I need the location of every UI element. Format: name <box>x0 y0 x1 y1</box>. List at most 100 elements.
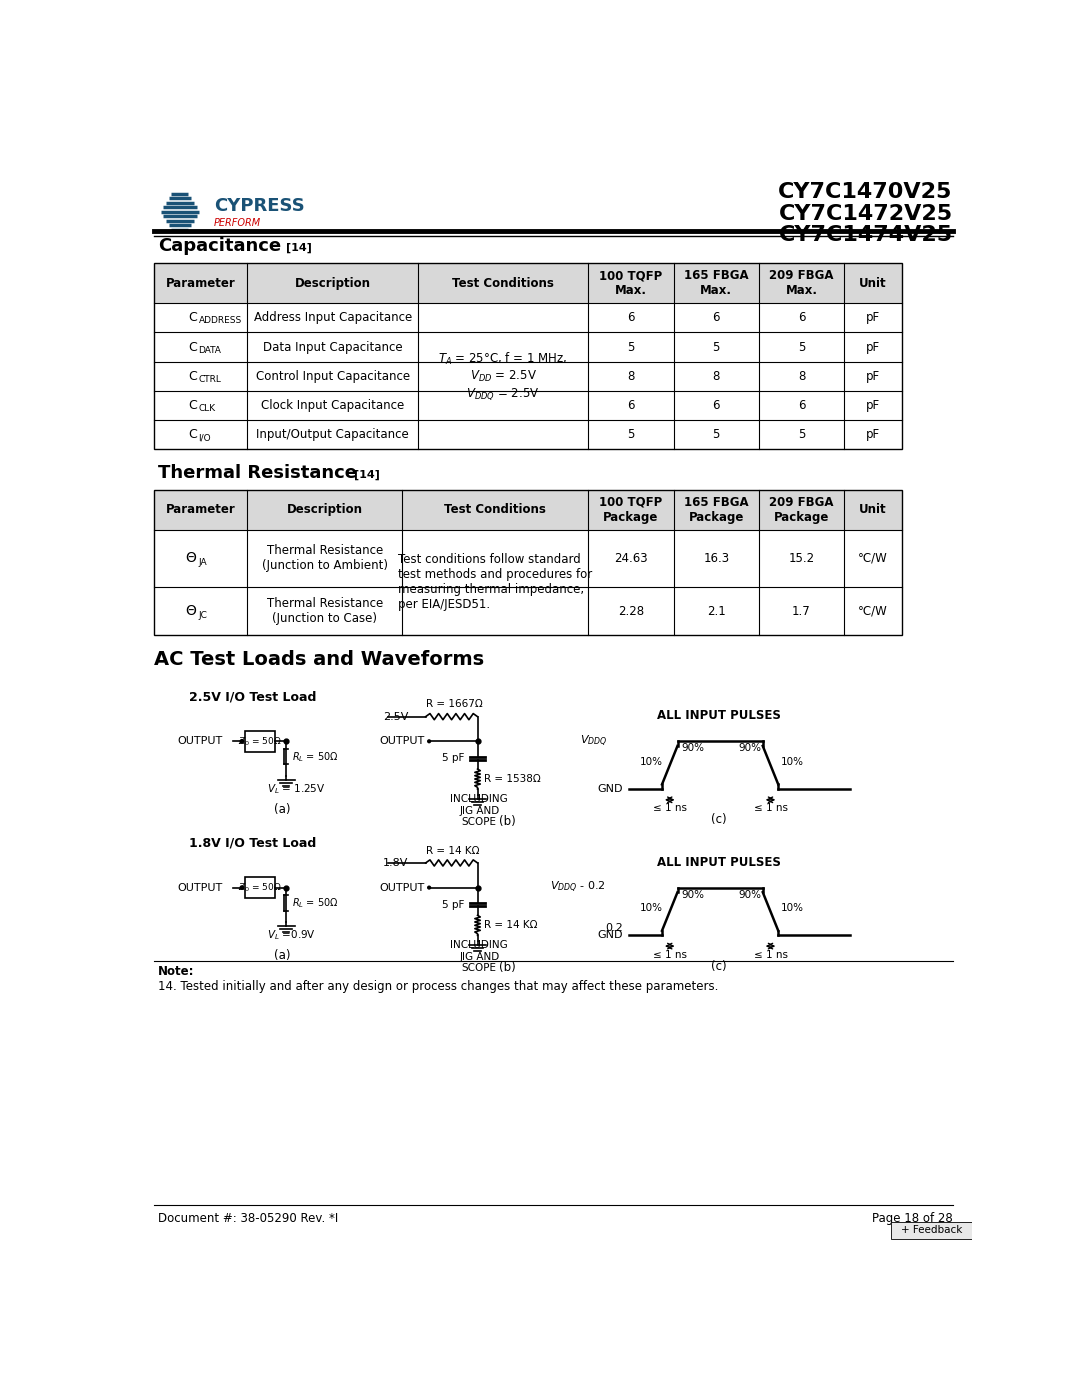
Text: 90%: 90% <box>681 743 704 753</box>
Text: pF: pF <box>866 312 880 324</box>
Text: 10%: 10% <box>781 904 804 914</box>
Text: °C/W: °C/W <box>859 552 888 564</box>
Text: 165 FBGA
Package: 165 FBGA Package <box>684 496 748 524</box>
Text: 5: 5 <box>627 341 635 353</box>
Text: (c): (c) <box>711 813 727 827</box>
Text: Thermal Resistance
(Junction to Ambient): Thermal Resistance (Junction to Ambient) <box>261 545 388 573</box>
Text: 6: 6 <box>713 400 720 412</box>
Text: OUTPUT: OUTPUT <box>379 736 424 746</box>
Text: R = 1538Ω: R = 1538Ω <box>484 774 540 784</box>
Text: R = 14 KΩ: R = 14 KΩ <box>484 921 537 930</box>
Text: 1.7: 1.7 <box>792 605 811 617</box>
Text: 16.3: 16.3 <box>703 552 729 564</box>
Text: CY7C1470V25: CY7C1470V25 <box>779 182 953 203</box>
Bar <box>154 489 902 529</box>
Text: $V_L$ = 1.25V: $V_L$ = 1.25V <box>267 782 325 796</box>
Text: pF: pF <box>866 400 880 412</box>
Text: JA: JA <box>199 557 207 567</box>
Text: 8: 8 <box>713 370 720 383</box>
Text: 2.1: 2.1 <box>707 605 726 617</box>
Text: OUTPUT: OUTPUT <box>177 883 222 893</box>
Text: [14]: [14] <box>286 243 312 253</box>
Text: Document #: 38-05290 Rev. *I: Document #: 38-05290 Rev. *I <box>159 1213 338 1225</box>
Text: 14. Tested initially and after any design or process changes that may affect the: 14. Tested initially and after any desig… <box>159 981 718 993</box>
Text: 100 TQFP
Package: 100 TQFP Package <box>599 496 663 524</box>
Text: 2.5V I/O Test Load: 2.5V I/O Test Load <box>189 690 316 703</box>
Text: INCLUDING
JIG AND
SCOPE: INCLUDING JIG AND SCOPE <box>450 793 509 827</box>
Text: 2.28: 2.28 <box>618 605 644 617</box>
Text: Data Input Capacitance: Data Input Capacitance <box>262 341 403 353</box>
Bar <box>245 731 274 752</box>
Text: ALL INPUT PULSES: ALL INPUT PULSES <box>657 710 781 722</box>
Text: (b): (b) <box>499 814 515 828</box>
Text: 209 FBGA
Max.: 209 FBGA Max. <box>769 270 834 298</box>
Circle shape <box>428 740 431 743</box>
Text: Address Input Capacitance: Address Input Capacitance <box>254 312 411 324</box>
Text: C: C <box>188 400 197 412</box>
Text: C: C <box>188 429 197 441</box>
Text: ≤ 1 ns: ≤ 1 ns <box>754 950 787 960</box>
Text: Page 18 of 28: Page 18 of 28 <box>872 1213 953 1225</box>
Circle shape <box>240 739 244 743</box>
Text: 5 pF: 5 pF <box>442 900 464 909</box>
Text: Thermal Resistance: Thermal Resistance <box>159 464 357 482</box>
Text: pF: pF <box>866 370 880 383</box>
Bar <box>154 263 902 450</box>
Circle shape <box>428 886 431 888</box>
Text: R = 1667Ω: R = 1667Ω <box>426 700 483 710</box>
Text: $T_A$ = 25°C, f = 1 MHz,
$V_{DD}$ = 2.5V
$V_{DDQ}$ = 2.5V: $T_A$ = 25°C, f = 1 MHz, $V_{DD}$ = 2.5V… <box>438 351 568 402</box>
Text: 6: 6 <box>713 312 720 324</box>
Text: JC: JC <box>199 610 207 619</box>
Text: R = 14 KΩ: R = 14 KΩ <box>426 845 480 855</box>
Text: 100 TQFP
Max.: 100 TQFP Max. <box>599 270 663 298</box>
Text: $Z_0$ = 50Ω: $Z_0$ = 50Ω <box>238 735 282 747</box>
Text: 5: 5 <box>627 429 635 441</box>
Text: PERFORM: PERFORM <box>214 218 261 228</box>
Text: 165 FBGA
Max.: 165 FBGA Max. <box>684 270 748 298</box>
Text: 8: 8 <box>798 370 806 383</box>
Text: GND: GND <box>597 930 623 940</box>
Text: Θ: Θ <box>186 604 197 617</box>
Text: 5: 5 <box>713 341 720 353</box>
Text: (a): (a) <box>274 949 291 963</box>
Text: °C/W: °C/W <box>859 605 888 617</box>
Text: 209 FBGA
Package: 209 FBGA Package <box>769 496 834 524</box>
Text: ≤ 1 ns: ≤ 1 ns <box>754 803 787 813</box>
Text: 2.5V: 2.5V <box>383 711 408 722</box>
Text: ALL INPUT PULSES: ALL INPUT PULSES <box>657 856 781 869</box>
Text: Θ: Θ <box>186 552 197 566</box>
Text: I/O: I/O <box>199 433 212 443</box>
Text: pF: pF <box>866 341 880 353</box>
Text: C: C <box>188 341 197 353</box>
Bar <box>891 1222 972 1239</box>
Text: Thermal Resistance
(Junction to Case): Thermal Resistance (Junction to Case) <box>267 597 383 626</box>
Text: 10%: 10% <box>781 757 804 767</box>
Text: 5 pF: 5 pF <box>442 753 464 763</box>
Text: Test Conditions: Test Conditions <box>445 503 546 515</box>
Text: CY7C1474V25: CY7C1474V25 <box>779 225 953 246</box>
Text: GND: GND <box>597 784 623 793</box>
Text: (b): (b) <box>499 961 515 974</box>
Text: ≤ 1 ns: ≤ 1 ns <box>652 803 687 813</box>
Text: DATA: DATA <box>199 345 221 355</box>
Bar <box>154 263 902 303</box>
Text: $R_L$ = 50Ω: $R_L$ = 50Ω <box>292 895 338 909</box>
Text: CYPRESS: CYPRESS <box>214 197 305 215</box>
Text: 6: 6 <box>798 312 806 324</box>
Text: 5: 5 <box>713 429 720 441</box>
Text: $V_{DDQ}$: $V_{DDQ}$ <box>580 733 608 749</box>
Text: 24.63: 24.63 <box>615 552 648 564</box>
Text: 15.2: 15.2 <box>788 552 814 564</box>
Text: OUTPUT: OUTPUT <box>379 883 424 893</box>
Text: Note:: Note: <box>159 965 194 978</box>
Text: Unit: Unit <box>860 277 887 289</box>
Bar <box>245 877 274 898</box>
Text: OUTPUT: OUTPUT <box>177 736 222 746</box>
Text: Parameter: Parameter <box>166 503 235 515</box>
Text: 90%: 90% <box>738 890 761 900</box>
Text: + Feedback: + Feedback <box>901 1225 962 1235</box>
Text: Clock Input Capacitance: Clock Input Capacitance <box>261 400 404 412</box>
Text: $V_{DDQ}$ - 0.2: $V_{DDQ}$ - 0.2 <box>550 880 605 895</box>
Text: 90%: 90% <box>738 743 761 753</box>
Text: Test conditions follow standard
test methods and procedures for
measuring therma: Test conditions follow standard test met… <box>399 553 593 612</box>
